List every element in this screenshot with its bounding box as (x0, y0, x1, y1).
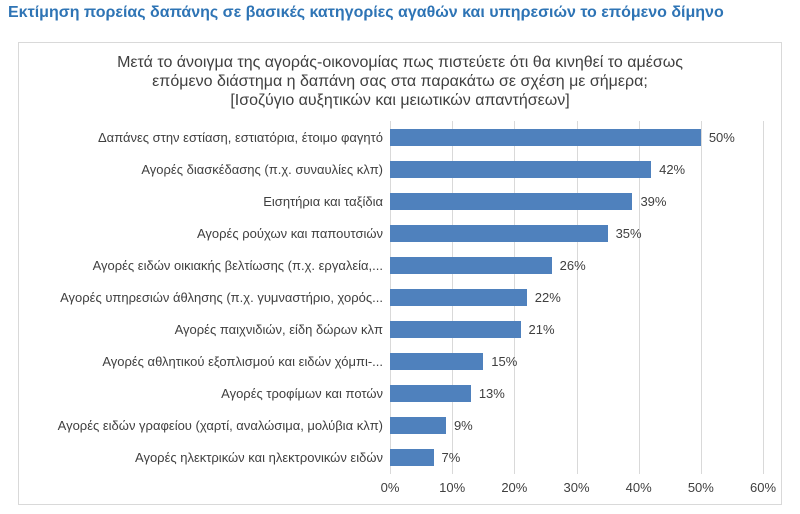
bar-track: 9% (390, 410, 763, 442)
bar (390, 289, 527, 307)
gridline (700, 121, 702, 474)
x-axis-tick-label: 60% (749, 480, 777, 495)
bar-track: 42% (390, 153, 763, 185)
chart-row: Αγορές αθλητικού εξοπλισμού και ειδών χό… (19, 346, 763, 378)
chart-row: Αγορές ρούχων και παπουτσιών 35% (19, 217, 763, 249)
x-axis-tick-label: 20% (501, 480, 528, 495)
bar-track: 26% (390, 249, 763, 281)
value-label: 42% (659, 161, 686, 177)
category-label: Εισητήρια και ταξίδια (263, 193, 383, 209)
x-axis-tick-label: 10% (439, 480, 466, 495)
bar-track: 39% (390, 185, 763, 217)
value-label: 22% (534, 290, 561, 306)
x-axis-tick-label: 30% (563, 480, 590, 495)
bar (390, 160, 652, 178)
chart-title-line-3: [Ισοζύγιο αυξητικών και μειωτικών απαντή… (230, 92, 570, 109)
bar (390, 417, 446, 435)
bar (390, 224, 608, 242)
page-title: Εκτίμηση πορείας δαπάνης σε βασικές κατη… (8, 4, 724, 21)
value-label: 35% (615, 225, 642, 241)
value-label: 15% (491, 354, 518, 370)
gridline (763, 121, 764, 474)
bar (390, 353, 484, 371)
value-label: 13% (478, 386, 505, 402)
bar-track: 15% (390, 346, 763, 378)
category-label: Αγορές τροφίμων και ποτών (221, 386, 383, 402)
bar (390, 385, 471, 403)
x-axis-tick-label: 50% (687, 480, 714, 495)
x-axis-tick-label: 40% (625, 480, 652, 495)
bar (390, 128, 701, 146)
chart-title: Μετά το άνοιγμα της αγοράς-οικονομίας πω… (19, 53, 781, 110)
category-label: Αγορές ηλεκτρικών και ηλεκτρονικών ειδών (135, 450, 383, 466)
category-label: Δαπάνες στην εστίαση, εστιατόρια, έτοιμο… (98, 129, 383, 145)
chart-row: Αγορές τροφίμων και ποτών 13% (19, 378, 763, 410)
value-label: 7% (441, 450, 461, 466)
bar (390, 256, 552, 274)
category-label: Αγορές ειδών οικιακής βελτίωσης (π.χ. ερ… (92, 257, 383, 273)
bar (390, 321, 521, 339)
chart-row: Αγορές ειδών γραφείου (χαρτί, αναλώσιμα,… (19, 410, 763, 442)
chart-row: Αγορές διασκέδασης (π.χ. συναυλίες κλπ) 4… (19, 153, 763, 185)
x-axis-tick-label: 0% (380, 480, 400, 495)
bar-track: 35% (390, 217, 763, 249)
bar-track: 22% (390, 281, 763, 313)
category-label: Αγορές παιχνιδιών, είδη δώρων κλπ (174, 322, 383, 338)
bar-track: 50% (390, 121, 763, 153)
chart-frame: Μετά το άνοιγμα της αγοράς-οικονομίας πω… (18, 42, 782, 505)
gridline (576, 121, 578, 474)
bar-track: 13% (390, 378, 763, 410)
category-label: Αγορές διασκέδασης (π.χ. συναυλίες κλπ) (141, 161, 383, 177)
chart-row: Αγορές υπηρεσιών άθλησης (π.χ. γυμναστήρ… (19, 281, 763, 313)
value-label: 21% (528, 322, 555, 338)
value-label: 39% (640, 193, 667, 209)
bar-track: 21% (390, 314, 763, 346)
chart-row: Αγορές ηλεκτρικών και ηλεκτρονικών ειδών… (19, 442, 763, 474)
category-label: Αγορές υπηρεσιών άθλησης (π.χ. γυμναστήρ… (60, 290, 383, 306)
category-label: Αγορές ρούχων και παπουτσιών (197, 225, 383, 241)
chart-title-line-2: επόμενο διάστημα η δαπάνη σας στα παρακά… (152, 73, 648, 90)
value-label: 26% (559, 257, 586, 273)
chart-row: Αγορές παιχνιδιών, είδη δώρων κλπ 21% (19, 314, 763, 346)
gridline (638, 121, 640, 474)
category-label: Αγορές αθλητικού εξοπλισμού και ειδών χό… (102, 354, 383, 370)
chart-title-line-1: Μετά το άνοιγμα της αγοράς-οικονομίας πω… (117, 54, 683, 71)
bar (390, 192, 633, 210)
value-label: 9% (453, 418, 473, 434)
value-label: 50% (708, 129, 735, 145)
chart-row: Δαπάνες στην εστίαση, εστιατόρια, έτοιμο… (19, 121, 763, 153)
category-label: Αγορές ειδών γραφείου (χαρτί, αναλώσιμα,… (57, 418, 383, 434)
bar-track: 7% (390, 442, 763, 474)
x-axis: 0% 10% 20% 30% 40% 50% 60% (381, 480, 776, 498)
bar (390, 449, 434, 467)
chart-row: Εισητήρια και ταξίδια 39% (19, 185, 763, 217)
chart-row: Αγορές ειδών οικιακής βελτίωσης (π.χ. ερ… (19, 249, 763, 281)
plot-area: Δαπάνες στην εστίαση, εστιατόρια, έτοιμο… (19, 121, 763, 474)
